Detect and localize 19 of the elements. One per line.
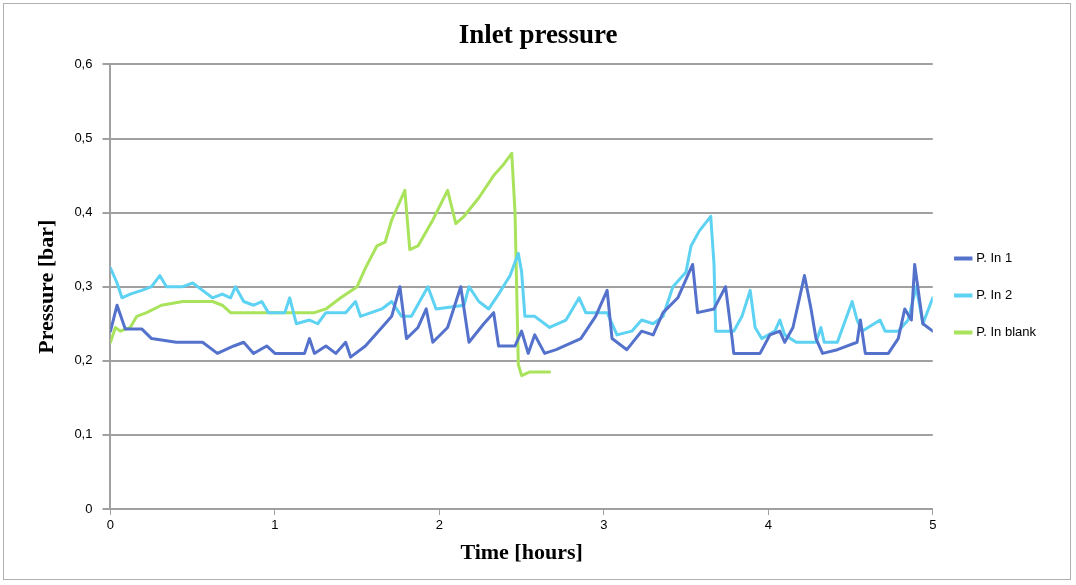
y-tick-label: 0,2 — [74, 352, 93, 368]
y-tick-label: 0,3 — [74, 278, 93, 294]
x-tick-label: 4 — [764, 517, 772, 533]
legend-label: P. In 2 — [976, 287, 1013, 303]
y-tick-label: 0,6 — [74, 55, 93, 71]
x-tick-label: 2 — [435, 517, 443, 533]
y-tick-label: 0,1 — [74, 426, 93, 442]
x-tick-label: 0 — [106, 517, 115, 533]
x-tick-label: 5 — [929, 517, 937, 533]
y-tick-label: 0,4 — [74, 204, 93, 220]
chart-title: Inlet pressure — [458, 19, 618, 50]
x-axis-title: Time [hours] — [460, 539, 583, 565]
legend-label: P. In 1 — [976, 250, 1013, 266]
y-tick-label: 0,5 — [74, 130, 93, 146]
y-axis-title: Pressure [bar] — [32, 219, 58, 354]
x-tick-label: 1 — [271, 517, 279, 533]
legend-label: P. In blank — [976, 324, 1037, 340]
x-tick-label: 3 — [600, 517, 608, 533]
y-tick-label: 0 — [85, 500, 93, 516]
